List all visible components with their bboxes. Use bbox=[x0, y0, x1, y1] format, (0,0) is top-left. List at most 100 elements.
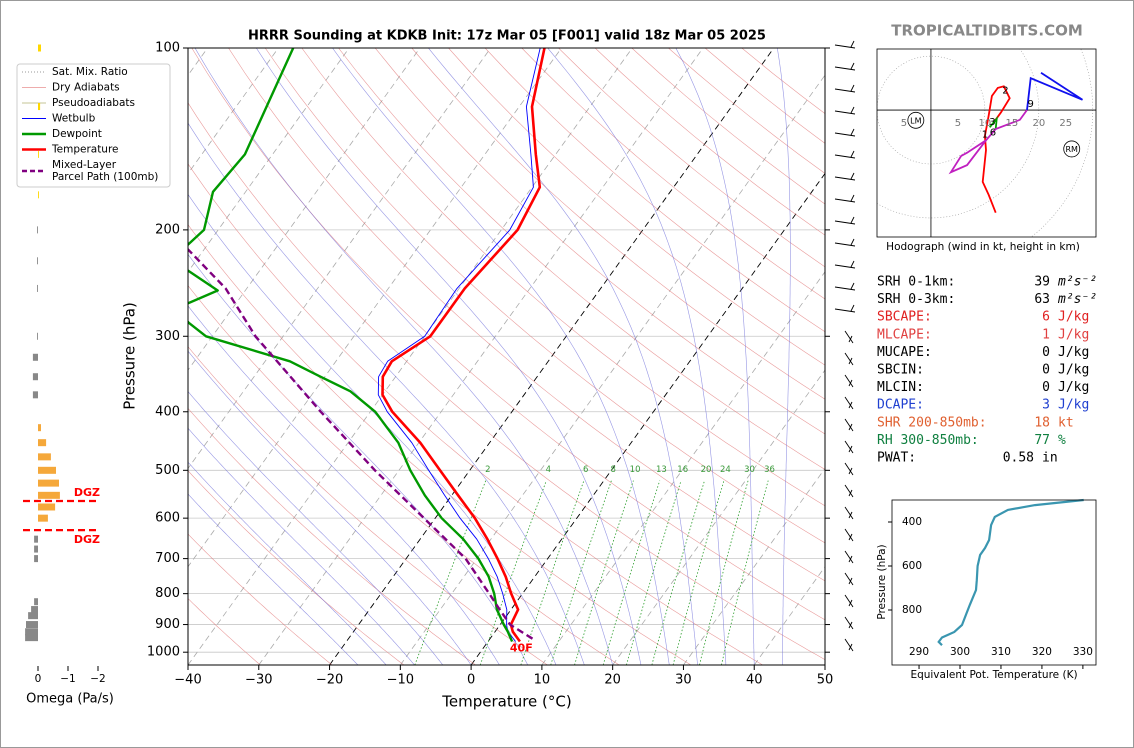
hodo-height-label: 9 bbox=[1028, 99, 1034, 110]
pseudoadiabat bbox=[428, 48, 698, 665]
param-value: 18 bbox=[1034, 415, 1050, 430]
omega-tick-label: −2 bbox=[90, 673, 105, 685]
storm-motion-label: LM bbox=[910, 116, 921, 125]
param-value: 0 bbox=[1042, 380, 1050, 395]
wind-barb bbox=[834, 128, 856, 137]
x-tick-label: 20 bbox=[604, 673, 621, 688]
wind-barb bbox=[844, 396, 854, 410]
isotherm bbox=[541, 271, 825, 665]
dry-adiabat bbox=[188, 470, 405, 665]
param-label: PWAT: bbox=[877, 451, 916, 466]
param-label: SRH 0-3km: bbox=[877, 292, 955, 307]
wind-barb bbox=[834, 260, 856, 269]
param-value: 63 bbox=[1034, 292, 1050, 307]
legend-label: Sat. Mix. Ratio bbox=[52, 66, 128, 78]
pseudoadiabat bbox=[188, 493, 359, 665]
wind-barb bbox=[844, 440, 854, 454]
wind-barb bbox=[844, 462, 854, 476]
dry-adiabat bbox=[374, 48, 825, 435]
dry-adiabat bbox=[188, 163, 763, 665]
param-label: SHR 200-850mb: bbox=[877, 415, 987, 430]
hodo-tick-label: 5 bbox=[955, 118, 961, 129]
pseudoadiabat bbox=[188, 305, 500, 665]
x-tick-label: 50 bbox=[817, 673, 834, 688]
profile-line bbox=[188, 248, 534, 640]
mixing-ratio-label: 16 bbox=[677, 465, 688, 475]
legend-label: Wetbulb bbox=[52, 113, 96, 125]
thetae-y-tick-label: 400 bbox=[902, 516, 922, 528]
isotherm bbox=[400, 74, 825, 665]
plot-frame bbox=[187, 47, 826, 666]
param-value: 0 bbox=[1042, 363, 1050, 378]
wind-barb bbox=[844, 638, 854, 652]
omega-bar bbox=[38, 503, 56, 511]
hodo-height-label: 6 bbox=[990, 128, 996, 139]
y-tick-label: 800 bbox=[155, 586, 180, 601]
omega-bar bbox=[37, 226, 38, 234]
omega-bar bbox=[32, 391, 38, 399]
legend-label: Mixed-Layer Parcel Path (100mb) bbox=[52, 159, 158, 183]
thetae-y-tick-label: 800 bbox=[902, 604, 922, 616]
profile-line bbox=[381, 48, 546, 643]
legend-box bbox=[16, 63, 171, 188]
param-unit: J/kg bbox=[1058, 345, 1089, 360]
wind-barb bbox=[844, 616, 854, 630]
wind-barb bbox=[834, 172, 856, 181]
isotherm bbox=[329, 48, 775, 665]
dry-adiabat bbox=[191, 48, 825, 621]
hodo-tick-label: 25 bbox=[1059, 118, 1072, 129]
thetae-line bbox=[937, 498, 1084, 646]
omega-bar bbox=[38, 466, 56, 474]
omega-bar bbox=[32, 353, 38, 361]
param-value: 77 bbox=[1034, 433, 1050, 448]
param-label: MLCIN: bbox=[877, 380, 924, 395]
omega-bar bbox=[38, 439, 47, 447]
mixing-ratio-label: 6 bbox=[583, 465, 588, 475]
wind-barb bbox=[834, 216, 856, 225]
x-tick-label: −10 bbox=[387, 673, 414, 688]
omega-bar bbox=[31, 606, 38, 614]
wind-barb bbox=[834, 304, 856, 313]
dry-adiabat bbox=[264, 48, 825, 544]
x-tick-label: 30 bbox=[675, 673, 692, 688]
isotherm bbox=[188, 48, 350, 273]
thetae-x-tick-label: 300 bbox=[950, 646, 970, 658]
isotherm bbox=[470, 172, 825, 665]
dry-adiabat bbox=[301, 48, 825, 507]
hodo-trace bbox=[981, 85, 1011, 214]
wind-barb bbox=[844, 594, 854, 608]
mixing-ratio-label: 8 bbox=[610, 465, 615, 475]
dry-adiabat bbox=[484, 48, 825, 333]
dry-adiabat bbox=[228, 48, 825, 582]
pseudoadiabat bbox=[188, 193, 557, 665]
mixing-ratio-label: 4 bbox=[546, 465, 551, 475]
dry-adiabat bbox=[188, 102, 825, 661]
omega-bar bbox=[38, 424, 41, 432]
param-label: MLCAPE: bbox=[877, 327, 932, 342]
pseudoadiabat bbox=[188, 350, 472, 665]
wind-barb bbox=[834, 194, 856, 203]
mixing-ratio-line bbox=[479, 480, 547, 665]
hodo-height-label: 2 bbox=[1002, 86, 1008, 97]
storm-motion-marker bbox=[1063, 140, 1081, 158]
pseudoadiabat bbox=[547, 48, 727, 665]
isotherm bbox=[188, 48, 492, 470]
mixing-ratio-line bbox=[414, 480, 487, 665]
y-axis-label: Pressure (hPa) bbox=[121, 302, 139, 410]
y-tick-label: 900 bbox=[155, 617, 180, 632]
mixing-ratio-line bbox=[672, 480, 725, 665]
param-value: 1 bbox=[1042, 327, 1050, 342]
dgz-label: DGZ bbox=[74, 486, 100, 499]
legend-label: Temperature bbox=[51, 144, 119, 156]
param-value: 3 bbox=[1042, 398, 1050, 413]
x-tick-label: −20 bbox=[316, 673, 343, 688]
omega-bar bbox=[38, 453, 51, 461]
thetae-y-label: Pressure (hPa) bbox=[876, 544, 888, 619]
omega-bar bbox=[34, 555, 38, 563]
wind-barb bbox=[844, 528, 854, 542]
omega-bar bbox=[38, 103, 41, 111]
param-value: 0 bbox=[1042, 345, 1050, 360]
omega-bar bbox=[25, 628, 38, 636]
omega-bar bbox=[34, 545, 38, 553]
wind-barb bbox=[834, 150, 856, 159]
